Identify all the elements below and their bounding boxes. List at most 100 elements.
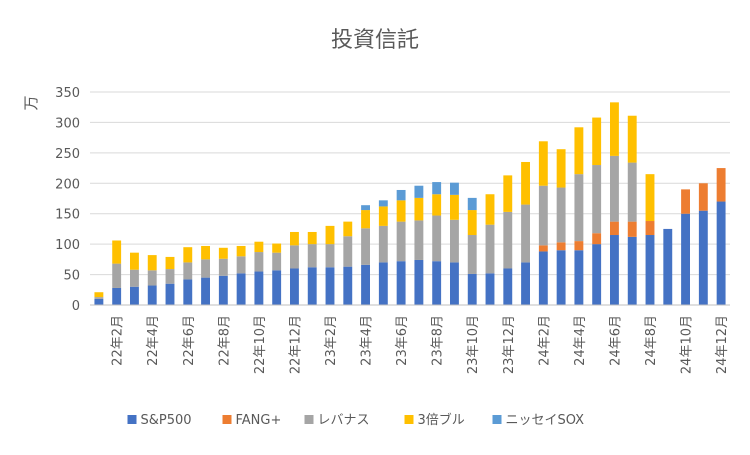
axes: 0 50 100 150 200 250 300 350 22年2月 22年4月 22年6月 22年8…	[55, 86, 730, 374]
bar-segment	[556, 187, 566, 243]
bar-segment	[610, 155, 619, 222]
bar-segment	[147, 255, 157, 271]
bar-segment	[574, 250, 584, 305]
bar-segment	[343, 236, 353, 267]
x-tick-label: 23年2月	[324, 315, 339, 366]
y-tick-label: 350	[55, 86, 80, 101]
bar-segment	[663, 228, 673, 305]
bar-segment	[610, 102, 619, 156]
x-tick-label: 24年12月	[715, 315, 730, 374]
bar-segment	[290, 268, 299, 305]
bar-segment	[343, 266, 353, 305]
bar-segment	[503, 175, 513, 212]
x-tick-label: 22年10月	[253, 315, 268, 374]
bar-segment	[201, 277, 210, 305]
bar-segment	[361, 210, 370, 229]
bar-segment	[378, 262, 388, 305]
bar-segment	[556, 250, 566, 305]
x-tick-label: 22年12月	[288, 315, 303, 374]
bar-segment	[254, 252, 264, 272]
bar-segment	[592, 117, 602, 166]
bar-segment	[467, 210, 477, 236]
bar-segment	[272, 252, 282, 271]
bar-segment	[556, 242, 566, 251]
bar-segment	[254, 271, 264, 305]
bar-segment	[378, 225, 388, 263]
x-tick-label: 23年6月	[395, 315, 410, 366]
bar-segment	[592, 165, 602, 234]
bar-segment	[681, 213, 690, 305]
legend: S&P500 FANG+ レバナス 3倍ブル ニッセイSOX	[127, 412, 585, 428]
bar-segment	[361, 264, 370, 305]
bar-segment	[521, 262, 530, 305]
x-tick-label: 24年4月	[573, 315, 588, 366]
bar-segment	[432, 215, 442, 262]
y-tick-label: 100	[55, 238, 80, 253]
bar-segment	[556, 149, 566, 188]
bar-segment	[396, 221, 406, 262]
bar-segment	[503, 268, 513, 305]
bar-segment	[112, 287, 122, 305]
y-tick-label: 0	[72, 299, 80, 314]
y-tick-label: 150	[55, 208, 80, 223]
gridlines	[90, 91, 730, 276]
bar-segment	[183, 279, 193, 305]
bar-segment	[165, 283, 175, 305]
bar-segment	[521, 204, 530, 263]
legend-label: ニッセイSOX	[506, 413, 585, 428]
y-tick-label: 300	[55, 116, 80, 131]
bar-segment	[396, 189, 406, 201]
bar-segment	[414, 185, 424, 198]
bar-segment	[361, 228, 370, 265]
bar-segment	[254, 241, 264, 253]
bar-segment	[218, 247, 228, 259]
bar-segment	[307, 267, 317, 305]
bar-segment	[450, 182, 459, 195]
bar-segment	[627, 221, 637, 237]
x-tick-label: 22年8月	[217, 315, 232, 366]
x-tick-label: 22年6月	[182, 315, 197, 366]
bar-segment	[645, 221, 655, 236]
bar-segment	[503, 211, 513, 269]
legend-swatch	[492, 415, 502, 424]
bar-segment	[432, 261, 442, 305]
bar-segment	[414, 259, 424, 305]
bar-segment	[538, 251, 548, 305]
bar-segment	[94, 292, 104, 298]
bar-segment	[396, 261, 406, 305]
bar-segment	[290, 245, 299, 269]
chart-title: 投資信託	[331, 28, 419, 53]
bar-segment	[183, 262, 193, 280]
bar-segment	[610, 235, 619, 305]
legend-label: 3倍ブル	[418, 412, 465, 428]
bar-segment	[290, 231, 299, 246]
bar-segment	[218, 258, 228, 276]
bar-segment	[325, 267, 335, 305]
bar-segment	[538, 245, 548, 252]
bar-segment	[307, 244, 317, 268]
bar-segment	[165, 256, 175, 270]
bar-segment	[272, 270, 282, 305]
x-tick-label: 23年4月	[360, 315, 375, 366]
bar-segment	[645, 174, 655, 222]
bar-segment	[396, 200, 406, 222]
bar-segment	[112, 240, 122, 264]
bar-segment	[147, 285, 157, 305]
x-tick-label: 24年8月	[644, 315, 659, 366]
bar-segment	[130, 286, 139, 305]
bar-segment	[236, 245, 246, 257]
bar-segment	[325, 225, 335, 245]
bar-segment	[236, 273, 246, 305]
y-axis-unit-label: 万	[22, 95, 40, 110]
bar-segment	[538, 141, 548, 186]
bar-segment	[432, 182, 442, 195]
bar-segment	[467, 273, 477, 305]
bar-segment	[432, 194, 442, 216]
bar-segment	[698, 210, 708, 305]
bar-segment	[130, 269, 139, 287]
x-tick-label: 23年10月	[466, 315, 481, 374]
bars	[94, 102, 726, 305]
bar-segment	[201, 245, 210, 260]
bar-segment	[485, 194, 495, 225]
